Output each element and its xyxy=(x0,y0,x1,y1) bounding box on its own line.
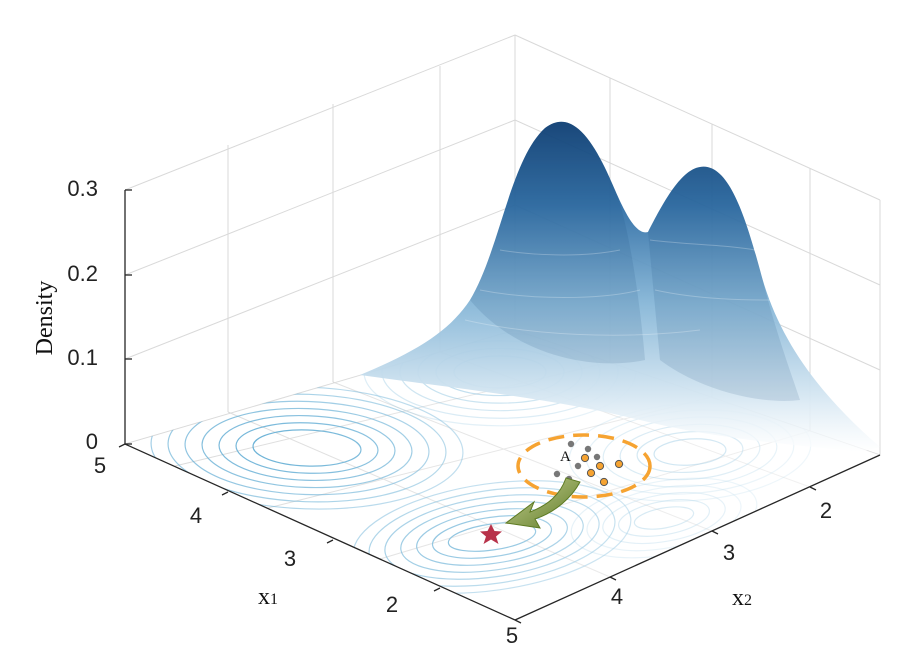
z-tick-label: 0.3 xyxy=(67,176,98,201)
tick-mark xyxy=(326,539,334,544)
point-label-a: A xyxy=(560,449,571,465)
x2-axis-label-main: x xyxy=(732,585,744,611)
x2-axis-line xyxy=(514,454,881,621)
sample-point xyxy=(593,453,601,461)
sample-points xyxy=(553,440,624,487)
x2-tick-label: 5 xyxy=(506,623,518,648)
sample-point xyxy=(614,459,624,469)
sample-point xyxy=(584,445,592,453)
sample-point xyxy=(574,462,582,470)
x1-axis-label-sub: 1 xyxy=(270,591,278,608)
z-tick-labels: 0 0.1 0.2 0.3 xyxy=(67,176,98,454)
x1-axis-label: x1 xyxy=(258,584,278,610)
z-tick-label: 0 xyxy=(86,429,98,454)
sample-point xyxy=(586,468,596,478)
surface-body xyxy=(360,121,880,452)
x2-tick-label: 4 xyxy=(611,584,623,609)
surface-highlight-2 xyxy=(648,166,800,401)
axis-ticks xyxy=(118,189,817,624)
annotations: A xyxy=(480,433,652,544)
surface-highlight xyxy=(470,121,645,364)
x2-tick-label: 2 xyxy=(820,498,832,523)
x1-axis-line xyxy=(124,443,516,621)
x1-tick-label: 3 xyxy=(284,546,296,571)
tick-mark xyxy=(221,491,229,496)
x2-axis-label-sub: 2 xyxy=(744,592,752,609)
sample-point xyxy=(580,453,590,463)
x2-tick-label: 3 xyxy=(723,540,735,565)
sample-point xyxy=(567,440,575,448)
sample-point xyxy=(553,470,561,478)
tick-mark xyxy=(514,619,522,624)
sample-point xyxy=(599,477,609,487)
axes xyxy=(124,190,881,621)
sample-point xyxy=(595,461,605,471)
target-star xyxy=(480,524,502,544)
tick-mark xyxy=(809,486,817,491)
z-tick-label: 0.1 xyxy=(67,345,98,370)
x2-tick-labels: 2 3 4 5 xyxy=(506,498,832,648)
tick-mark xyxy=(433,587,441,592)
z-tick-label: 0.2 xyxy=(67,261,98,286)
dashed-ellipse xyxy=(516,433,652,499)
x1-tick-label: 4 xyxy=(190,503,202,528)
x1-tick-labels: 5 4 3 2 xyxy=(94,453,398,617)
tick-mark xyxy=(711,530,719,535)
x1-axis-label-main: x xyxy=(258,584,270,610)
density-surface xyxy=(360,121,880,452)
x1-tick-label: 2 xyxy=(386,592,398,617)
tick-mark xyxy=(609,576,617,581)
z-axis-label: Density xyxy=(32,281,58,356)
tick-mark xyxy=(118,443,126,448)
x2-axis-label: x2 xyxy=(732,585,752,611)
curved-arrow xyxy=(504,477,581,529)
x1-tick-label: 5 xyxy=(94,453,106,478)
